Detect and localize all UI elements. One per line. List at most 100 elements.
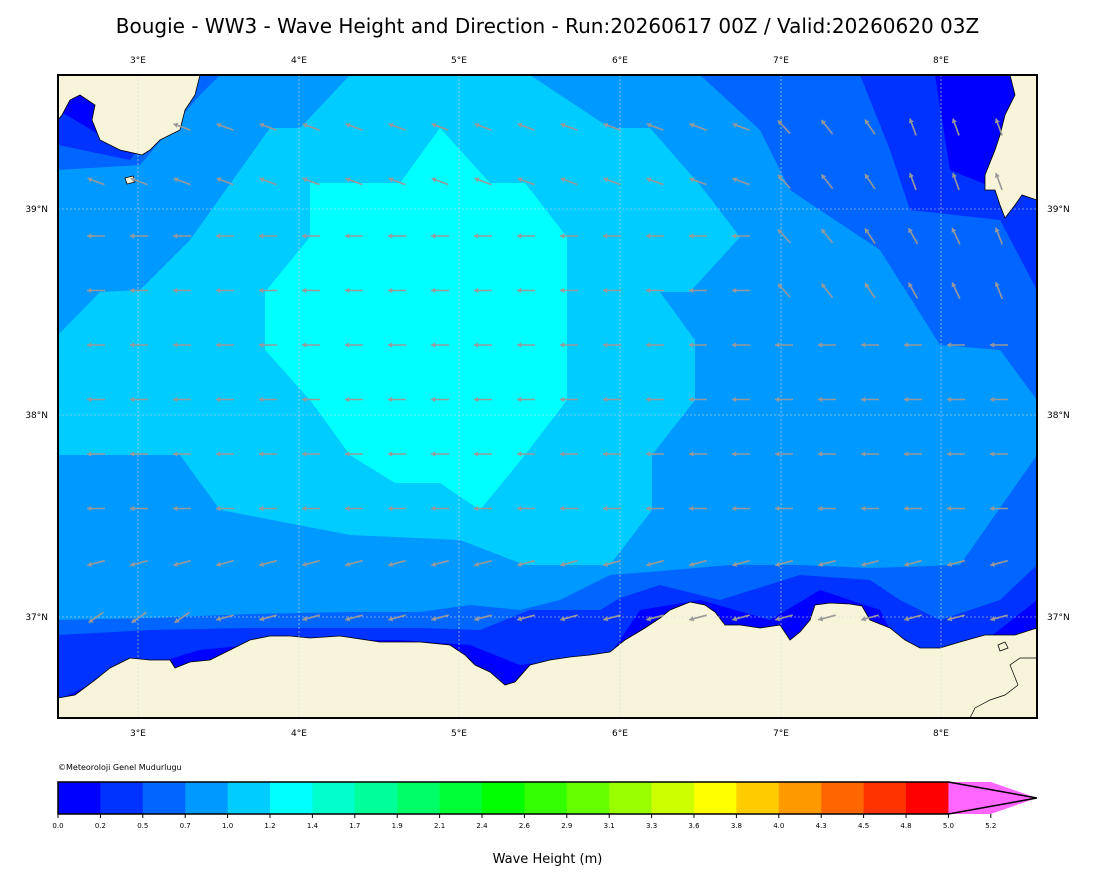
direction-arrow	[345, 559, 363, 567]
colorbar-tick-label: 2.4	[476, 822, 488, 830]
direction-arrow	[302, 614, 320, 622]
direction-arrow	[732, 287, 750, 294]
direction-arrow	[431, 287, 449, 294]
direction-arrow	[646, 287, 664, 294]
colorbar-tick-label: 2.6	[519, 822, 531, 830]
direction-arrow	[88, 611, 104, 624]
direction-arrow	[689, 559, 707, 567]
direction-arrow	[302, 451, 320, 457]
direction-arrow	[908, 172, 917, 191]
direction-arrow	[990, 342, 1008, 348]
direction-arrow	[818, 451, 836, 457]
direction-arrow	[947, 342, 965, 348]
land-algeria-tunisia	[58, 601, 1037, 718]
direction-arrow	[431, 451, 449, 457]
direction-arrow	[820, 282, 834, 299]
direction-arrow	[259, 233, 277, 239]
direction-arrow	[130, 451, 148, 457]
lon-tick-label-bottom: 4°E	[291, 729, 307, 739]
direction-arrow	[345, 451, 363, 457]
colorbar-tick-label: 5.0	[943, 822, 954, 830]
colorbar-tick-label: 1.2	[264, 822, 275, 830]
direction-arrow	[474, 342, 492, 348]
lat-ticks-left: 39°N 38°N 37°N	[25, 205, 48, 623]
direction-arrow	[302, 396, 320, 403]
direction-arrow	[603, 122, 621, 131]
direction-arrow	[345, 505, 363, 512]
lat-tick-label-right: 38°N	[1047, 411, 1070, 421]
direction-arrow	[775, 559, 793, 567]
wave-direction-arrows	[87, 118, 1008, 624]
colorbar-segment	[439, 782, 483, 814]
direction-arrow	[388, 122, 406, 131]
lon-tick-label-top: 8°E	[933, 56, 949, 66]
direction-arrow	[603, 342, 621, 348]
direction-arrow	[345, 177, 363, 186]
direction-arrow	[777, 283, 791, 298]
colorbar-segment	[821, 782, 865, 814]
direction-arrow	[907, 227, 919, 245]
colorbar-segment	[312, 782, 356, 814]
colorbar-label: Wave Height (m)	[492, 852, 603, 867]
direction-arrow	[732, 505, 750, 512]
colorbar-segment	[524, 782, 568, 814]
direction-arrow	[994, 281, 1003, 300]
direction-arrow	[216, 287, 234, 294]
lat-tick-label-right: 37°N	[1047, 613, 1070, 623]
lon-tick-label-bottom: 7°E	[773, 729, 789, 739]
colorbar-tick-label: 0.5	[137, 822, 148, 830]
direction-arrow	[130, 287, 148, 294]
direction-arrow	[173, 233, 191, 239]
direction-arrow	[861, 451, 879, 457]
direction-arrow	[216, 451, 234, 457]
direction-arrow	[990, 559, 1008, 567]
direction-arrow	[689, 177, 707, 186]
direction-arrow	[864, 173, 876, 190]
direction-arrow	[990, 614, 1008, 622]
direction-arrow	[689, 233, 707, 239]
direction-arrow	[474, 505, 492, 512]
direction-arrow	[173, 505, 191, 512]
direction-arrow	[603, 451, 621, 457]
direction-arrow	[990, 451, 1008, 457]
direction-arrow	[87, 505, 105, 512]
direction-arrow	[517, 559, 535, 567]
direction-arrow	[130, 233, 148, 239]
colorbar-tick-label: 2.1	[434, 822, 445, 830]
lon-tick-label-bottom: 3°E	[130, 729, 146, 739]
direction-arrow	[130, 177, 148, 186]
colorbar-tick-label: 1.0	[222, 822, 233, 830]
map-grid	[58, 75, 1037, 718]
colorbar-tick-label: 2.9	[561, 822, 572, 830]
band-1.2-1.4	[265, 128, 567, 510]
direction-arrow	[474, 122, 492, 131]
direction-arrow	[259, 342, 277, 348]
direction-arrow	[87, 287, 105, 294]
direction-arrow	[603, 505, 621, 512]
direction-arrow	[345, 614, 363, 622]
direction-arrow	[174, 611, 190, 624]
copyright: ©Meteoroloji Genel Mudurlugu	[58, 763, 182, 772]
colorbar-segment	[227, 782, 271, 814]
direction-arrow	[777, 119, 791, 135]
direction-arrow	[646, 342, 664, 348]
direction-arrow	[302, 287, 320, 294]
direction-arrow	[777, 174, 791, 189]
direction-arrow	[345, 396, 363, 403]
direction-arrow	[87, 342, 105, 348]
direction-arrow	[818, 505, 836, 512]
direction-arrow	[861, 559, 879, 567]
direction-arrow	[560, 396, 578, 403]
colorbar-tick-label: 4.8	[900, 822, 911, 830]
direction-arrow	[947, 559, 965, 567]
direction-arrow	[302, 233, 320, 239]
direction-arrow	[388, 287, 406, 294]
direction-arrow	[646, 177, 664, 186]
direction-arrow	[560, 233, 578, 239]
direction-arrow	[818, 396, 836, 403]
direction-arrow	[646, 451, 664, 457]
direction-arrow	[775, 451, 793, 457]
direction-arrow	[517, 614, 535, 622]
direction-arrow	[259, 396, 277, 403]
direction-arrow	[216, 559, 234, 567]
